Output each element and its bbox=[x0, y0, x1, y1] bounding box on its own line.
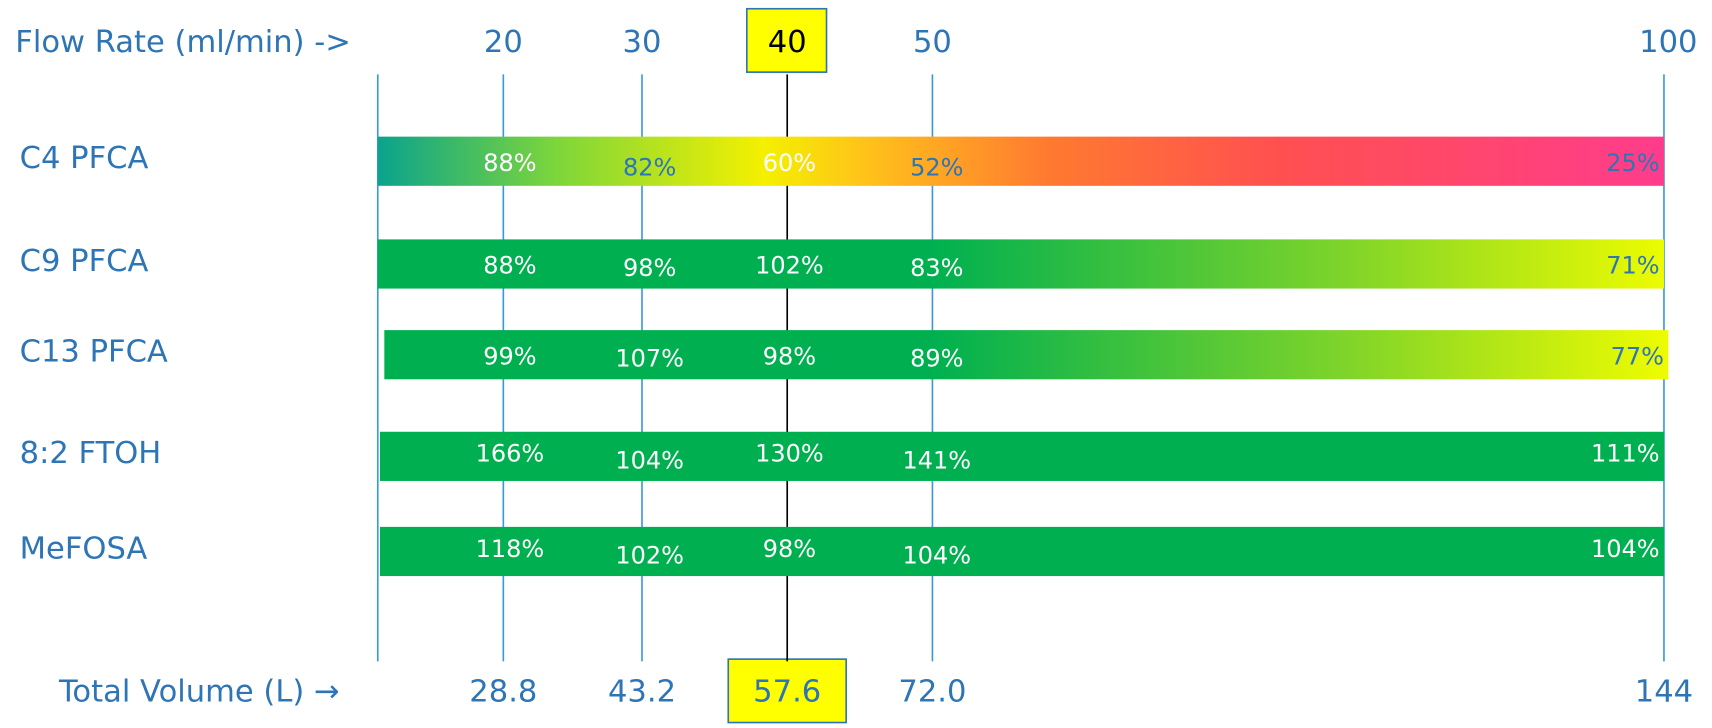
value-label: 118% bbox=[476, 535, 545, 563]
bar bbox=[379, 526, 1664, 577]
flow-label: Flow Rate (ml/min) -> bbox=[15, 25, 351, 60]
value-label: 107% bbox=[615, 345, 684, 373]
value-label: 141% bbox=[902, 446, 971, 474]
row-name: C13 PFCA bbox=[20, 335, 168, 370]
flow-rate: 100 bbox=[1639, 25, 1697, 60]
flow-rate: 20 bbox=[484, 25, 523, 60]
bar bbox=[377, 239, 1664, 289]
total-volume: 144 bbox=[1635, 675, 1693, 710]
value-label: 104% bbox=[615, 446, 684, 474]
value-label: 88% bbox=[483, 149, 536, 177]
bar bbox=[384, 330, 1669, 380]
value-label: 77% bbox=[1611, 342, 1664, 370]
labels: Flow Rate (ml/min) -> Total Volume (L) → 2… bbox=[15, 25, 1697, 709]
value-label: 98% bbox=[763, 342, 816, 370]
total-volume: 57.6 bbox=[753, 675, 821, 710]
value-label: 83% bbox=[910, 254, 963, 282]
value-label: 71% bbox=[1606, 252, 1659, 280]
value-label: 98% bbox=[763, 535, 816, 563]
flow-rate: 30 bbox=[623, 25, 662, 60]
total-volume: 43.2 bbox=[608, 675, 676, 710]
value-label: 166% bbox=[476, 440, 545, 468]
value-label: 102% bbox=[615, 541, 684, 569]
row-name: C9 PFCA bbox=[20, 244, 149, 279]
volume-label: Total Volume (L) → bbox=[58, 675, 340, 710]
value-label: 130% bbox=[755, 440, 824, 468]
flow-rate: 40 bbox=[768, 25, 807, 60]
value-label: 52% bbox=[910, 153, 963, 181]
value-label: 99% bbox=[483, 342, 536, 370]
value-label: 98% bbox=[623, 254, 676, 282]
bar bbox=[377, 136, 1664, 186]
value-label: 104% bbox=[1591, 535, 1660, 563]
value-label: 60% bbox=[763, 149, 816, 177]
bars bbox=[377, 136, 1669, 577]
value-label: 102% bbox=[755, 252, 824, 280]
highlight-box-top bbox=[745, 7, 828, 73]
row-name: 8:2 FTOH bbox=[20, 436, 162, 471]
value-label: 104% bbox=[902, 541, 971, 569]
row-name: C4 PFCA bbox=[20, 141, 149, 176]
value-label: 111% bbox=[1591, 440, 1660, 468]
total-volume: 72.0 bbox=[898, 675, 966, 710]
row-name: MeFOSA bbox=[20, 531, 148, 566]
value-label: 82% bbox=[623, 153, 676, 181]
value-label: 88% bbox=[483, 252, 536, 280]
total-volume: 28.8 bbox=[469, 675, 537, 710]
value-label: 25% bbox=[1606, 149, 1659, 177]
bar bbox=[379, 431, 1664, 481]
flow-rate: 50 bbox=[913, 25, 952, 60]
value-label: 89% bbox=[910, 345, 963, 373]
